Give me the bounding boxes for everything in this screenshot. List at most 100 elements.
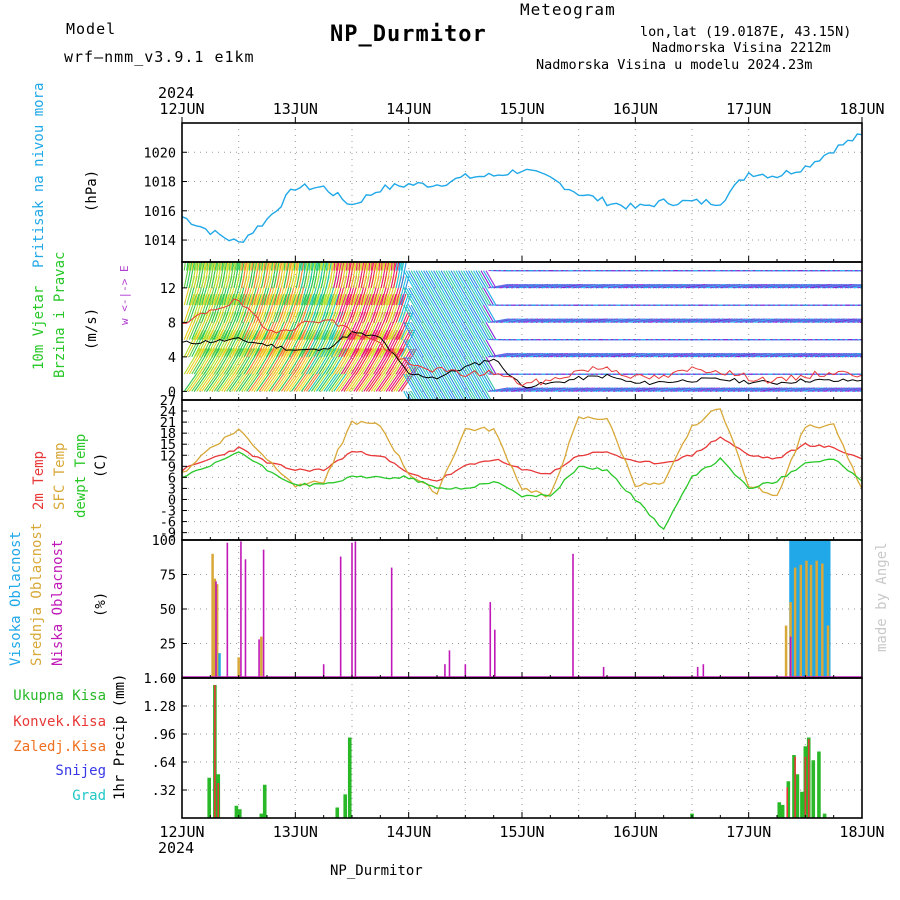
cloud-unit: (%) bbox=[93, 592, 109, 617]
wind-barb bbox=[425, 304, 437, 323]
wind-barb bbox=[480, 304, 492, 323]
wind-barb bbox=[248, 329, 264, 358]
wind-barb bbox=[228, 262, 235, 288]
wind-barb bbox=[188, 348, 206, 375]
wind-barb bbox=[323, 348, 340, 375]
wind-barb bbox=[345, 329, 361, 358]
wind-barb bbox=[261, 262, 264, 271]
wind-barb bbox=[475, 270, 487, 289]
wind-barb bbox=[358, 329, 373, 358]
wind-barb bbox=[246, 262, 249, 271]
wind-barb bbox=[223, 329, 239, 358]
y-tick-label: 75 bbox=[160, 568, 176, 584]
wind-barb bbox=[383, 329, 398, 358]
y-tick-label: 0 bbox=[168, 384, 176, 400]
wind-barb bbox=[465, 391, 472, 400]
wind-barb bbox=[193, 262, 200, 288]
elevation-text: Nadmorska Visina 2212m bbox=[652, 40, 831, 56]
wind-barb bbox=[378, 262, 385, 288]
wind-barb bbox=[251, 262, 254, 271]
precip-bar bbox=[214, 685, 216, 818]
y-tick-label: 18 bbox=[160, 426, 176, 442]
wind-barb bbox=[315, 348, 333, 375]
wind-barb bbox=[233, 262, 236, 271]
wind-barb bbox=[318, 293, 330, 323]
wind-barb bbox=[433, 356, 445, 375]
wind-barb bbox=[458, 304, 470, 323]
wind-barb bbox=[253, 293, 265, 323]
wind-barb bbox=[258, 348, 275, 375]
wind-barb bbox=[300, 329, 316, 358]
wind-barb bbox=[415, 322, 427, 340]
wind-barb bbox=[308, 293, 320, 323]
wind-barb bbox=[395, 311, 409, 340]
wind-barb bbox=[465, 270, 477, 289]
wind-barb bbox=[458, 373, 470, 392]
cloud-bar bbox=[237, 657, 240, 678]
wind-barb bbox=[320, 329, 336, 358]
wind-barb bbox=[428, 391, 435, 400]
wind-barb bbox=[455, 304, 467, 323]
wind-barb bbox=[435, 373, 447, 392]
wind-barb bbox=[248, 348, 266, 375]
wind-barb bbox=[188, 262, 191, 271]
wind-barb bbox=[206, 262, 213, 288]
wind-barb bbox=[221, 329, 236, 358]
year-bottom: 2024 bbox=[158, 839, 194, 857]
wind-barb bbox=[353, 329, 368, 358]
wind-barb bbox=[405, 391, 412, 400]
wind-barb bbox=[300, 293, 312, 323]
wind-barb bbox=[268, 348, 285, 375]
wind-barb bbox=[203, 329, 219, 358]
wind-barb bbox=[420, 270, 432, 289]
wind-barb bbox=[438, 391, 445, 400]
wind-barb bbox=[380, 348, 398, 375]
wind-barb bbox=[305, 348, 323, 375]
y-tick-label: -6 bbox=[160, 515, 176, 531]
wind-barb bbox=[425, 270, 437, 289]
wind-barb bbox=[216, 329, 231, 358]
wind-barb bbox=[370, 329, 386, 358]
wind-barb bbox=[263, 262, 270, 288]
wind-barb bbox=[413, 391, 420, 400]
wind-barb bbox=[425, 339, 437, 358]
wind-barb bbox=[313, 262, 316, 271]
wind-barb bbox=[236, 262, 243, 288]
wind-barb bbox=[208, 262, 211, 271]
wind-barb bbox=[395, 348, 413, 375]
wind-barb bbox=[423, 356, 435, 375]
wind-barb bbox=[226, 348, 243, 375]
wind-barb bbox=[218, 293, 230, 323]
wind-barb bbox=[345, 293, 357, 323]
cloud-bar bbox=[322, 664, 325, 678]
wind-barb bbox=[283, 262, 290, 288]
wind-barb bbox=[460, 339, 472, 358]
wind-barb bbox=[485, 287, 497, 306]
wind-barb bbox=[335, 293, 347, 323]
wind-barb bbox=[203, 262, 210, 288]
wind-barb bbox=[353, 262, 356, 271]
wind-barb bbox=[203, 293, 215, 323]
wind-barb bbox=[415, 356, 427, 375]
wind-barb bbox=[313, 348, 330, 375]
wind-barb bbox=[186, 293, 198, 323]
wind-barb bbox=[405, 356, 417, 375]
y-tick-label: 1020 bbox=[143, 145, 176, 161]
wind-barb bbox=[333, 262, 340, 288]
wind-barb bbox=[370, 262, 373, 271]
wind-barb bbox=[363, 262, 370, 288]
wind-barb bbox=[363, 262, 366, 271]
wind-barb bbox=[418, 373, 430, 392]
wind-barb bbox=[183, 293, 195, 323]
wind-barb bbox=[308, 262, 315, 288]
wind-barb bbox=[470, 356, 482, 375]
x-tick-label-bottom: 16JUN bbox=[613, 823, 658, 841]
wind-barb bbox=[398, 293, 409, 323]
x-tick-label-top: 14JUN bbox=[386, 100, 431, 118]
wind-barb bbox=[420, 356, 432, 375]
wind-barb bbox=[335, 262, 342, 288]
wind-barb bbox=[293, 293, 305, 323]
wind-barb bbox=[388, 329, 403, 358]
wind-barb bbox=[485, 304, 497, 323]
wind-barb bbox=[413, 270, 425, 289]
